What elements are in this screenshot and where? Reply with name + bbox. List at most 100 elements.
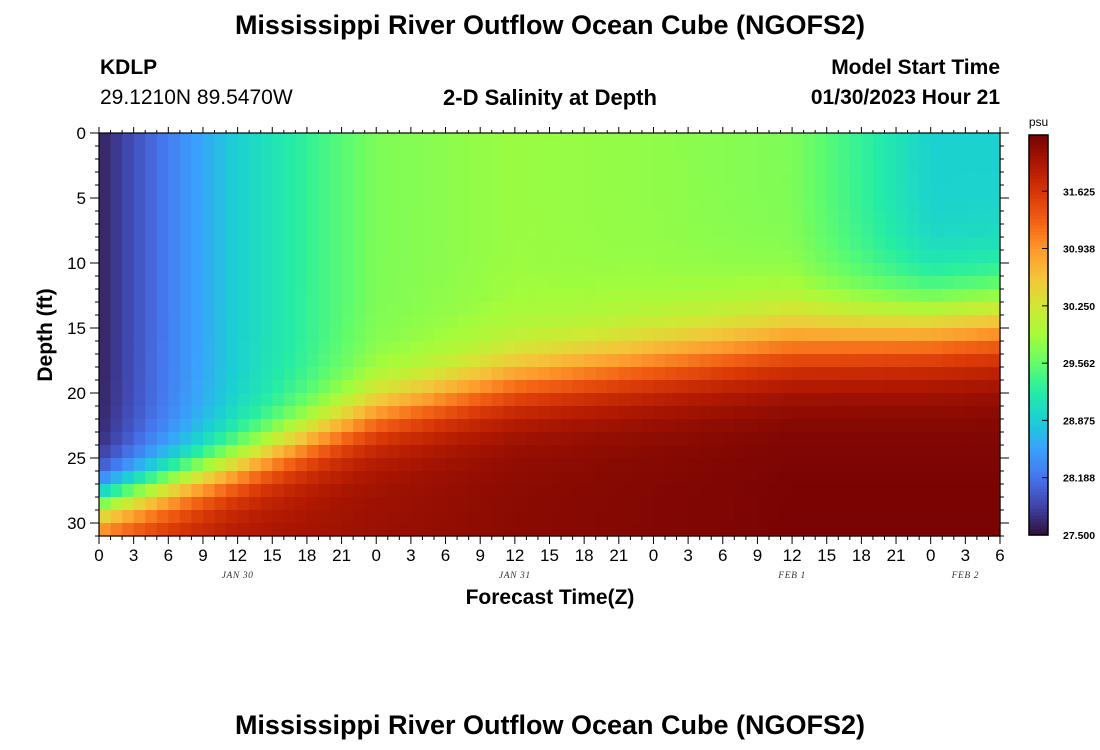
heatmap-cell [976,146,990,160]
heatmap-cell [618,237,631,251]
heatmap-cell [884,302,897,316]
heatmap-cell [376,523,389,537]
heatmap-cell [699,471,712,485]
heatmap-cell [826,354,839,368]
heatmap-cell [422,224,435,238]
heatmap-cell [353,263,366,277]
heatmap-cell [711,133,724,147]
heatmap-cell [711,211,724,225]
heatmap-cell [745,341,759,355]
heatmap-cell [630,484,643,498]
heatmap-cell [283,289,296,303]
heatmap-cell [237,445,250,459]
heatmap-cell [722,432,735,446]
heatmap-cell [595,133,608,147]
heatmap-cell [653,380,666,394]
heatmap-cell [584,211,597,225]
heatmap-cell [884,133,897,147]
heatmap-cell [457,250,470,264]
heatmap-cell [607,367,620,381]
heatmap-cell [988,380,1001,394]
heatmap-cell [861,224,874,238]
heatmap-cell [353,484,366,498]
heatmap-cell [988,419,1001,433]
heatmap-cell [376,198,389,212]
heatmap-cell [745,354,759,368]
heatmap-cell [330,302,343,316]
heatmap-cell [653,224,666,238]
heatmap-cell [353,510,366,524]
heatmap-cell [584,198,597,212]
heatmap-cell [618,185,631,199]
heatmap-cell [399,198,412,212]
colorbar-step [1029,341,1048,346]
heatmap-cell [179,237,193,251]
heatmap-cell [341,328,354,342]
heatmap-cell [491,133,504,147]
heatmap-cell [919,406,932,420]
heatmap-cell [353,315,366,329]
heatmap-cell [514,315,527,329]
heatmap-cell [433,315,447,329]
heatmap-cell [330,237,343,251]
heatmap-cell [480,263,493,277]
heatmap-cell [364,328,377,342]
heatmap-cell [792,380,805,394]
heatmap-cell [711,510,724,524]
heatmap-cell [688,484,701,498]
colorbar-step [1029,258,1048,263]
heatmap-cell [711,432,724,446]
heatmap-cell [688,263,701,277]
heatmap-cell [249,302,262,316]
heatmap-cell [191,510,204,524]
heatmap-cell [491,263,504,277]
heatmap-cell [491,250,504,264]
heatmap-cell [226,263,239,277]
colorbar-step [1029,261,1048,266]
heatmap-cell [526,250,539,264]
heatmap-cell [561,497,574,511]
heatmap-cell [745,458,759,472]
heatmap-cell [595,302,608,316]
heatmap-cell [226,198,239,212]
colorbar-step [1029,158,1048,163]
heatmap-cell [976,393,990,407]
heatmap-cell [896,263,909,277]
heatmap-cell [145,276,158,290]
heatmap-cell [665,497,678,511]
heatmap-cell [768,354,782,368]
heatmap-cell [965,211,978,225]
heatmap-cell [965,289,978,303]
heatmap-cell [584,484,597,498]
heatmap-cell [711,380,724,394]
colorbar-step [1029,221,1048,226]
heatmap-cell [330,354,343,368]
heatmap-cell [249,172,262,186]
heatmap-cell [803,367,816,381]
heatmap-cell [526,445,539,459]
heatmap-cell [122,185,135,199]
heatmap-cell [283,237,296,251]
heatmap-cell [722,484,735,498]
colorbar-frame [1028,134,1049,536]
heatmap-cell [422,406,435,420]
heatmap-cell [214,458,227,472]
heatmap-cell [861,458,874,472]
heatmap-cell [699,354,712,368]
heatmap-cell [179,289,193,303]
heatmap-cell [780,380,793,394]
heatmap-cell [896,471,909,485]
heatmap-cell [399,172,412,186]
heatmap-cell [272,341,285,355]
heatmap-cell [688,367,701,381]
heatmap-cell [907,484,920,498]
heatmap-cell [884,211,897,225]
heatmap-cell [341,341,354,355]
heatmap-cell [965,185,978,199]
heatmap-cell [919,289,932,303]
heatmap-cell [653,185,666,199]
heatmap-cell [618,263,631,277]
heatmap-cell [942,341,955,355]
colorbar-step [1029,468,1048,473]
heatmap-cell [399,419,412,433]
